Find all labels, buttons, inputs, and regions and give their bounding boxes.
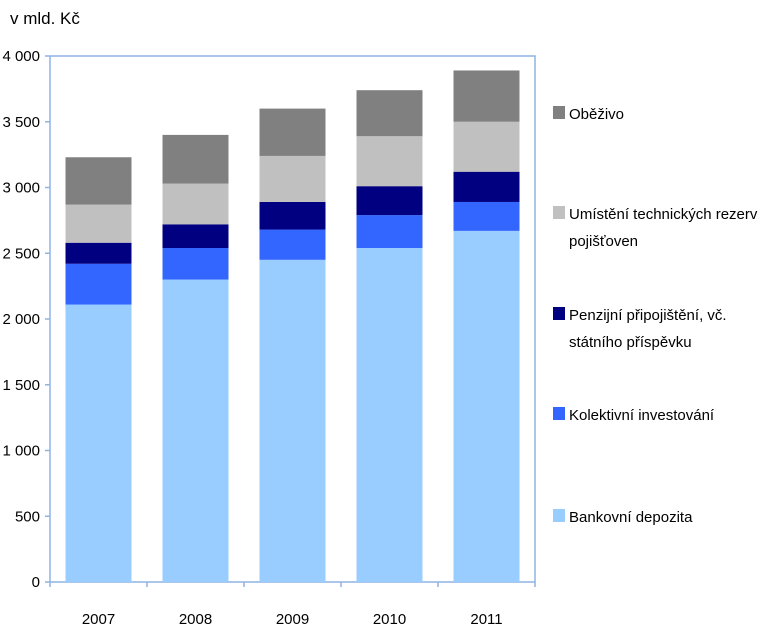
bar-segment-1-2010 xyxy=(356,247,423,583)
bar-segment-3-2008 xyxy=(162,224,229,248)
bar-segment-2-2010 xyxy=(356,215,423,248)
bar-segment-5-2010 xyxy=(356,90,423,137)
bar-segment-3-2007 xyxy=(65,242,132,264)
legend-label: Umístění technických rezerv xyxy=(569,206,758,223)
bar-segment-4-2007 xyxy=(65,204,132,243)
legend-label: státního příspěvku xyxy=(569,334,692,351)
bar-segment-3-2011 xyxy=(453,171,520,202)
legend-label: Penzijní připojištění, vč. xyxy=(569,307,727,324)
bar-segment-5-2008 xyxy=(162,134,229,184)
y-tick-label: 2 500 xyxy=(2,245,40,262)
x-tick-label: 2007 xyxy=(82,611,115,628)
y-tick-label: 3 500 xyxy=(2,114,40,131)
y-tick-label: 0 xyxy=(32,574,40,591)
y-tick-label: 500 xyxy=(15,508,40,525)
plot-area: 0 500 1 000 1 500 2 000 2 500 3 000 3 500 4 000 2… xyxy=(2,48,536,628)
y-unit-label: v mld. Kč xyxy=(10,9,80,28)
legend-label: Kolektivní investování xyxy=(569,407,715,424)
y-tick-label: 1 500 xyxy=(2,377,40,394)
bar-segment-5-2007 xyxy=(65,157,132,205)
bar-segment-2-2011 xyxy=(453,201,520,231)
y-tick-label: 4 000 xyxy=(2,48,40,65)
bar-segment-2-2008 xyxy=(162,247,229,280)
bar-segment-4-2011 xyxy=(453,121,520,172)
bar-segment-4-2010 xyxy=(356,136,423,187)
bar-segment-4-2008 xyxy=(162,183,229,225)
x-tick-label: 2008 xyxy=(179,611,212,628)
bar-segment-1-2008 xyxy=(162,279,229,582)
bar-segment-3-2010 xyxy=(356,186,423,216)
legend-swatch xyxy=(553,407,565,420)
bar-segment-5-2009 xyxy=(259,108,326,156)
legend-label: Oběživo xyxy=(569,106,624,123)
x-tick-label: 2011 xyxy=(470,611,502,628)
bar-segment-1-2011 xyxy=(453,230,520,582)
legend: Oběživo Umístění technických rezerv pojišť… xyxy=(553,106,758,526)
legend-swatch xyxy=(553,509,565,522)
y-tick-label: 1 000 xyxy=(2,443,40,460)
legend-swatch xyxy=(553,307,565,320)
legend-label: Bankovní depozita xyxy=(569,509,693,526)
bar-segment-2-2007 xyxy=(65,263,132,305)
x-tick-label: 2009 xyxy=(276,611,309,628)
x-tick-label: 2010 xyxy=(373,611,406,628)
bar-segment-4-2009 xyxy=(259,155,326,202)
bar-segment-3-2009 xyxy=(259,201,326,230)
bar-segment-2-2009 xyxy=(259,229,326,260)
legend-swatch xyxy=(553,206,565,219)
legend-label: pojišťoven xyxy=(569,233,638,250)
bar-segment-5-2011 xyxy=(453,70,520,122)
y-tick-label: 3 000 xyxy=(2,180,40,197)
bar-segment-1-2007 xyxy=(65,304,132,582)
bar-segment-1-2009 xyxy=(259,259,326,582)
legend-swatch xyxy=(553,106,565,119)
y-tick-label: 2 000 xyxy=(2,311,40,328)
